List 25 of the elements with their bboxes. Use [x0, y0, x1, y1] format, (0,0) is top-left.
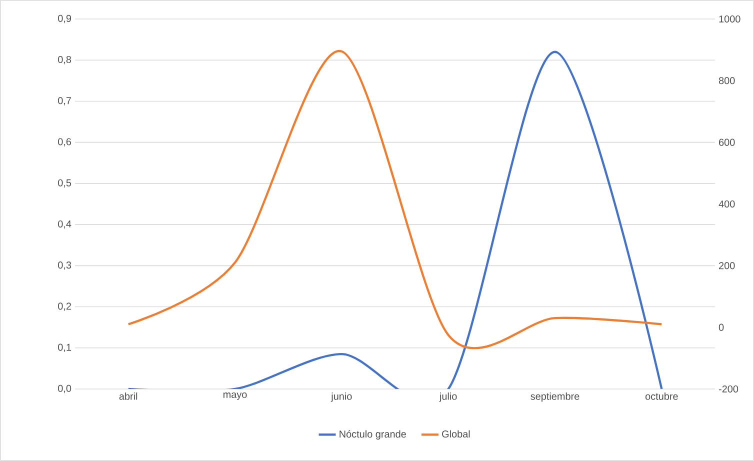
y2-tick-label: 0	[718, 324, 724, 331]
x-tick-label: abril	[119, 392, 138, 400]
y-tick-label: 0,1	[58, 344, 72, 352]
y-tick-label: 0,8	[58, 56, 72, 64]
y2-tick-label: -200	[718, 385, 738, 393]
x-tick-label: junio	[330, 392, 352, 402]
x-tick-label: mayo	[223, 392, 247, 400]
y-tick-label: 0,7	[58, 97, 71, 106]
y-tick-label: 0,5	[58, 179, 72, 188]
x-tick-label: septiembre	[530, 392, 580, 402]
y2-tick-label: 600	[719, 138, 735, 146]
y-tick-label: 0,6	[58, 138, 72, 146]
y2-tick-label: 400	[718, 200, 735, 208]
y-tick-label: 0,4	[58, 220, 72, 229]
y-tick-label: 0,2	[58, 302, 71, 311]
x-tick-label: octubre	[645, 392, 678, 400]
x-tick-label: julio	[439, 392, 457, 402]
y-tick-label: 0,0	[58, 384, 72, 394]
legend-label: Nóctulo grande	[340, 430, 406, 440]
y2-tick-label: 1000	[719, 15, 740, 23]
y-tick-label: 0,9	[58, 14, 72, 24]
y2-tick-label: 800	[718, 77, 735, 84]
legend-label: Global	[442, 430, 470, 438]
y-tick-label: 0,3	[58, 262, 72, 270]
y2-tick-label: 200	[719, 262, 735, 270]
